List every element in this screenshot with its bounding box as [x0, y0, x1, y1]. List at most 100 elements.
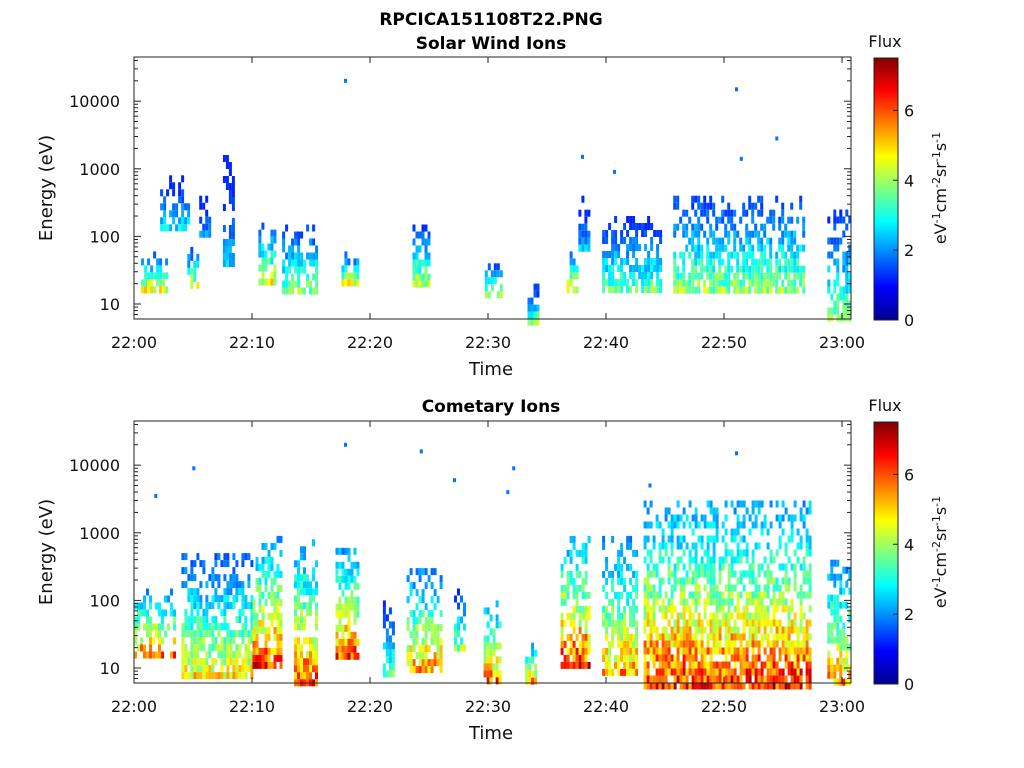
spectrogram-cell [228, 246, 232, 253]
spectrogram-cell [842, 664, 846, 672]
spectrogram-cell [353, 645, 357, 653]
spectrogram-cell [724, 272, 728, 280]
spectrogram-cell [736, 286, 740, 294]
spectrogram-cell [341, 561, 345, 569]
spectrogram-cell [211, 672, 215, 680]
spectrogram-cell [659, 265, 663, 272]
spectrogram-cell [649, 654, 653, 662]
spectrogram-cell [712, 272, 716, 280]
spectrogram-cell [222, 253, 226, 260]
spectrogram-cell [736, 556, 740, 564]
spectrogram-cell [356, 638, 360, 646]
spectrogram-cell [560, 563, 564, 571]
spectrogram-cell [533, 290, 537, 298]
spectrogram-cell [805, 626, 809, 634]
spectrogram-cell [742, 584, 746, 592]
spectrogram-cell [784, 258, 788, 266]
spectrogram-cell [694, 640, 698, 648]
spectrogram-cell [655, 514, 659, 522]
spectrogram-cell [578, 244, 582, 252]
spectrogram-cell [560, 570, 564, 578]
spectrogram-cell [664, 654, 668, 662]
spectrogram-cell [149, 644, 152, 652]
spectrogram-cell [836, 244, 840, 252]
spectrogram-cell [775, 500, 779, 508]
spectrogram-cell [709, 507, 713, 515]
spectrogram-cell [306, 658, 309, 666]
spectrogram-cell [641, 265, 645, 272]
y-tick-label: 1000 [79, 524, 120, 543]
spectrogram-cell [650, 279, 654, 286]
spectrogram-cell [691, 654, 695, 662]
spectrogram-cell [335, 624, 339, 632]
spectrogram-cell [653, 258, 657, 265]
spectrogram-cell [784, 272, 788, 280]
spectrogram-cell [650, 258, 654, 265]
spectrogram-cell [566, 647, 570, 655]
spectrogram-cell [620, 626, 624, 634]
spectrogram-cell [406, 596, 410, 604]
spectrogram-cell [736, 265, 740, 273]
spectrogram-cell [530, 318, 534, 326]
spectrogram-cell [650, 237, 654, 244]
spectrogram-cell [433, 603, 437, 611]
spectrogram-cell [733, 626, 737, 634]
spectrogram-cell [173, 637, 176, 645]
spectrogram-cell [799, 279, 803, 287]
spectrogram-cell [688, 668, 692, 676]
spectrogram-cell [742, 258, 746, 266]
spectrogram-cell [406, 575, 410, 583]
spectrogram-cell [350, 575, 354, 583]
spectrogram-cell [427, 666, 431, 674]
spectrogram-cell [614, 230, 618, 237]
spectrogram-cell [830, 664, 834, 672]
spectrogram-cell [661, 626, 665, 634]
spectrogram-cell [775, 626, 779, 634]
spectrogram-cell [808, 542, 812, 550]
spectrogram-cell [733, 682, 737, 690]
spectrogram-cell [261, 250, 265, 258]
spectrogram-cell [463, 609, 466, 617]
spectrogram-cell [691, 633, 695, 641]
spectrogram-cell [632, 244, 636, 251]
spectrogram-cell [691, 675, 695, 683]
spectrogram-cell [614, 279, 618, 286]
spectrogram-cell [745, 647, 749, 655]
spectrogram-cell [356, 582, 360, 590]
spectrogram-cell [534, 670, 538, 678]
spectrogram-cell [718, 605, 722, 613]
spectrogram-cell [294, 637, 297, 645]
spectrogram-cell [199, 658, 203, 666]
spectrogram-cell [691, 577, 695, 585]
spectrogram-cell [602, 619, 606, 627]
spectrogram-cell [409, 568, 413, 576]
spectrogram-cell [297, 560, 300, 568]
spectrogram-cell [796, 244, 800, 252]
spectrogram-cell [643, 605, 647, 613]
spectrogram-cell [584, 549, 588, 557]
spectrogram-cell [250, 637, 254, 645]
spectrogram-cell [724, 682, 728, 690]
spectrogram-cell [703, 209, 707, 217]
spectrogram-cell [781, 209, 785, 217]
spectrogram-cell [629, 668, 633, 676]
spectrogram-cell [658, 675, 662, 683]
spectrogram-cell [190, 574, 194, 582]
spectrogram-cell [297, 658, 300, 666]
spectrogram-cell [667, 661, 671, 669]
spectrogram-cell [664, 633, 668, 641]
spectrogram-cell [647, 265, 651, 272]
spectrogram-cell [799, 535, 803, 543]
spectrogram-cell [778, 521, 782, 529]
spectrogram-cell [225, 239, 229, 246]
spectrogram-cell [152, 637, 155, 645]
spectrogram-cell [217, 602, 221, 610]
spectrogram-cell [682, 633, 686, 641]
spectrogram-cell [225, 183, 229, 190]
spectrogram-cell [718, 570, 722, 578]
spectrogram-cell [241, 672, 245, 680]
spectrogram-cell [344, 265, 348, 273]
spectrogram-cell [214, 623, 218, 631]
spectrogram-cell [655, 563, 659, 571]
spectrogram-cell [255, 556, 259, 564]
